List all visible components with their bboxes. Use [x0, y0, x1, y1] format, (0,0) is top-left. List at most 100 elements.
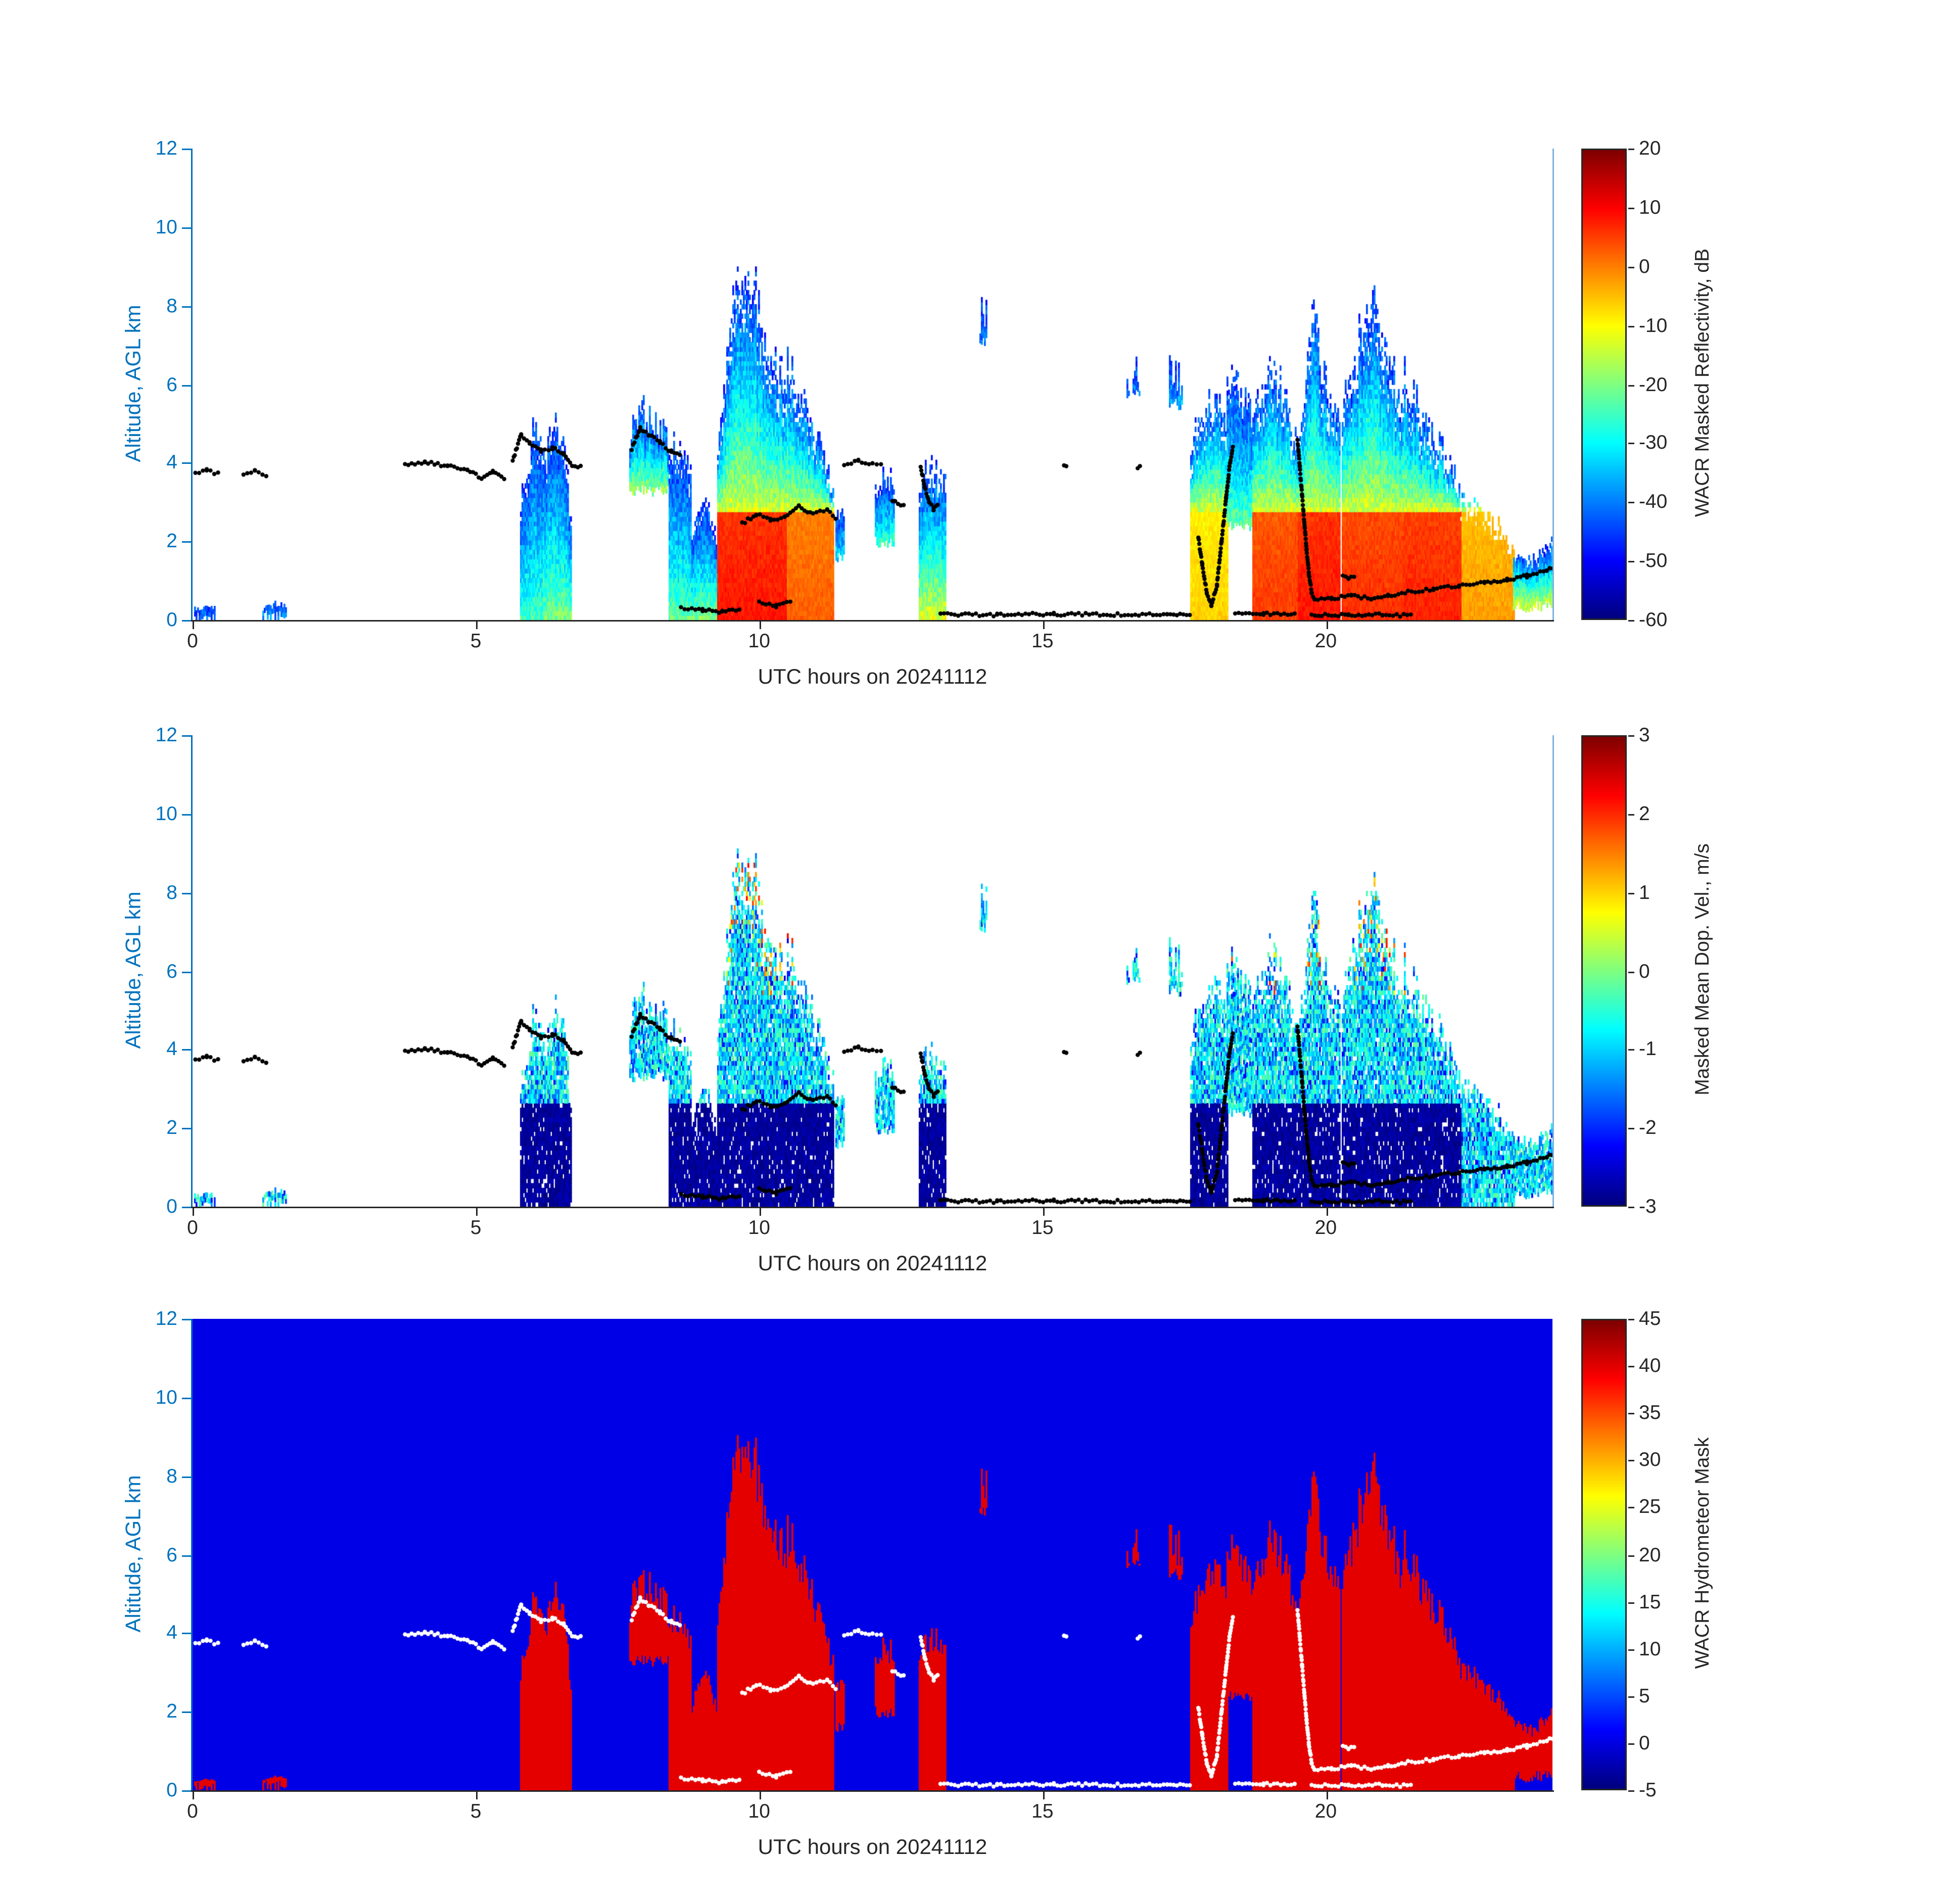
- x-tick-label: 0: [187, 1216, 198, 1239]
- mask-plot-canvas: [193, 1319, 1552, 1790]
- colorbar-tick-mark: [1628, 1696, 1634, 1698]
- colorbar-tick-label: 0: [1639, 254, 1650, 277]
- y-tick-mark: [182, 305, 191, 307]
- y-tick-mark: [182, 462, 191, 464]
- x-tick-mark: [1042, 1208, 1044, 1216]
- colorbar-tick-label: -2: [1639, 1116, 1657, 1139]
- x-tick-label: 20: [1314, 1799, 1337, 1822]
- y-tick-mark: [182, 1049, 191, 1051]
- colorbar-mask: [1581, 1319, 1627, 1790]
- y-axis-line: [191, 149, 193, 622]
- x-axis-line: [191, 1207, 1554, 1208]
- colorbar-tick-label: 3: [1639, 723, 1650, 746]
- y-tick-mark: [182, 1711, 191, 1713]
- colorbar-tick-mark: [1628, 502, 1634, 504]
- colorbar-tick-mark: [1628, 1507, 1634, 1509]
- colorbar-tick-mark: [1628, 1554, 1634, 1556]
- y-tick-label: 4: [166, 450, 177, 473]
- y-tick-mark: [182, 814, 191, 816]
- y-tick-mark: [182, 1128, 191, 1130]
- colorbar-tick-label: -5: [1639, 1778, 1657, 1801]
- right-axis-line: [1552, 149, 1554, 620]
- colorbar-tick-label: 0: [1639, 959, 1650, 982]
- y-tick-mark: [182, 541, 191, 543]
- colorbar-tick-mark: [1628, 1049, 1634, 1051]
- y-tick-label: 4: [166, 1037, 177, 1060]
- x-tick-mark: [1042, 1792, 1044, 1799]
- y-tick-label: 10: [155, 801, 177, 825]
- colorbar-tick-mark: [1628, 266, 1634, 268]
- velocity-plot-canvas: [193, 735, 1552, 1207]
- colorbar-tick-mark: [1628, 1413, 1634, 1415]
- colorbar-tick-mark: [1628, 814, 1634, 816]
- y-tick-mark: [182, 892, 191, 894]
- x-tick-label: 0: [187, 1799, 198, 1822]
- x-tick-mark: [476, 1208, 478, 1216]
- x-tick-mark: [476, 1792, 478, 1799]
- colorbar-velocity: [1581, 735, 1627, 1207]
- colorbar-tick-label: 10: [1639, 1637, 1661, 1660]
- y-tick-label: 2: [166, 529, 177, 552]
- y-tick-label: 0: [166, 1778, 177, 1801]
- colorbar-tick-mark: [1628, 971, 1634, 973]
- colorbar-tick-mark: [1628, 1743, 1634, 1745]
- x-tick-mark: [1326, 1208, 1328, 1216]
- y-tick-mark: [182, 1475, 191, 1478]
- y-tick-label: 0: [166, 1195, 177, 1217]
- x-tick-label: 5: [470, 1216, 482, 1239]
- colorbar-tick-label: 30: [1639, 1448, 1661, 1471]
- colorbar-tick-label: 10: [1639, 195, 1661, 218]
- panel-hydrometeor-mask: Altitude, AGL km UTC hours on 20241112 0…: [0, 1308, 1933, 1904]
- panel-doppler-velocity: Altitude, AGL km UTC hours on 20241112 0…: [0, 724, 1933, 1320]
- colorbar-tick-label: 45: [1639, 1307, 1661, 1329]
- colorbar-title-reflectivity: WACR Masked Reflectivity, dB: [1690, 249, 1713, 517]
- y-tick-label: 10: [155, 215, 177, 238]
- y-tick-label: 8: [166, 880, 177, 903]
- colorbar-tick-label: -20: [1639, 372, 1668, 395]
- colorbar-tick-label: -3: [1639, 1195, 1657, 1217]
- colorbar-tick-label: 2: [1639, 801, 1650, 825]
- colorbar-tick-mark: [1628, 735, 1634, 737]
- colorbar-tick-mark: [1628, 1128, 1634, 1130]
- colorbar-title-velocity: Masked Mean Dop. Vel., m/s: [1690, 843, 1713, 1096]
- y-tick-mark: [182, 1397, 191, 1399]
- y-tick-label: 2: [166, 1699, 177, 1723]
- x-tick-mark: [1326, 622, 1328, 629]
- x-tick-label: 20: [1314, 629, 1337, 652]
- y-tick-mark: [182, 149, 191, 150]
- y-tick-mark: [182, 1790, 191, 1792]
- y-tick-label: 8: [166, 293, 177, 316]
- panel-reflectivity: Altitude, AGL km UTC hours on 20241112 0…: [0, 137, 1933, 734]
- colorbar-tick-label: 40: [1639, 1354, 1661, 1377]
- y-tick-label: 8: [166, 1463, 177, 1487]
- y-tick-label: 6: [166, 372, 177, 395]
- colorbar-tick-label: 35: [1639, 1401, 1661, 1424]
- y-tick-mark: [182, 1554, 191, 1556]
- y-tick-label: 6: [166, 1542, 177, 1565]
- colorbar-title-mask: WACR Hydrometeor Mask: [1690, 1437, 1713, 1669]
- colorbar-tick-mark: [1628, 1366, 1634, 1368]
- y-tick-mark: [182, 1319, 191, 1320]
- colorbar-tick-label: -10: [1639, 313, 1668, 336]
- y-tick-mark: [182, 1207, 191, 1208]
- colorbar-tick-label: 20: [1639, 136, 1661, 159]
- y-tick-label: 4: [166, 1621, 177, 1644]
- x-axis-label: UTC hours on 20241112: [758, 1251, 987, 1275]
- y-tick-mark: [182, 384, 191, 386]
- x-axis-line: [191, 620, 1554, 622]
- y-tick-mark: [182, 971, 191, 973]
- right-axis-line: [1552, 735, 1554, 1207]
- x-tick-label: 10: [748, 1799, 770, 1822]
- colorbar-tick-mark: [1628, 149, 1634, 150]
- x-tick-mark: [193, 1792, 194, 1799]
- y-tick-mark: [182, 735, 191, 737]
- reflectivity-plot-canvas: [193, 149, 1552, 620]
- colorbar-tick-label: 15: [1639, 1589, 1661, 1612]
- colorbar-tick-mark: [1628, 1207, 1634, 1208]
- x-tick-mark: [193, 1208, 194, 1216]
- x-tick-label: 10: [748, 629, 770, 652]
- y-axis-line: [191, 735, 193, 1208]
- x-tick-mark: [1326, 1792, 1328, 1799]
- colorbar-tick-mark: [1628, 1460, 1634, 1462]
- x-tick-mark: [476, 622, 478, 629]
